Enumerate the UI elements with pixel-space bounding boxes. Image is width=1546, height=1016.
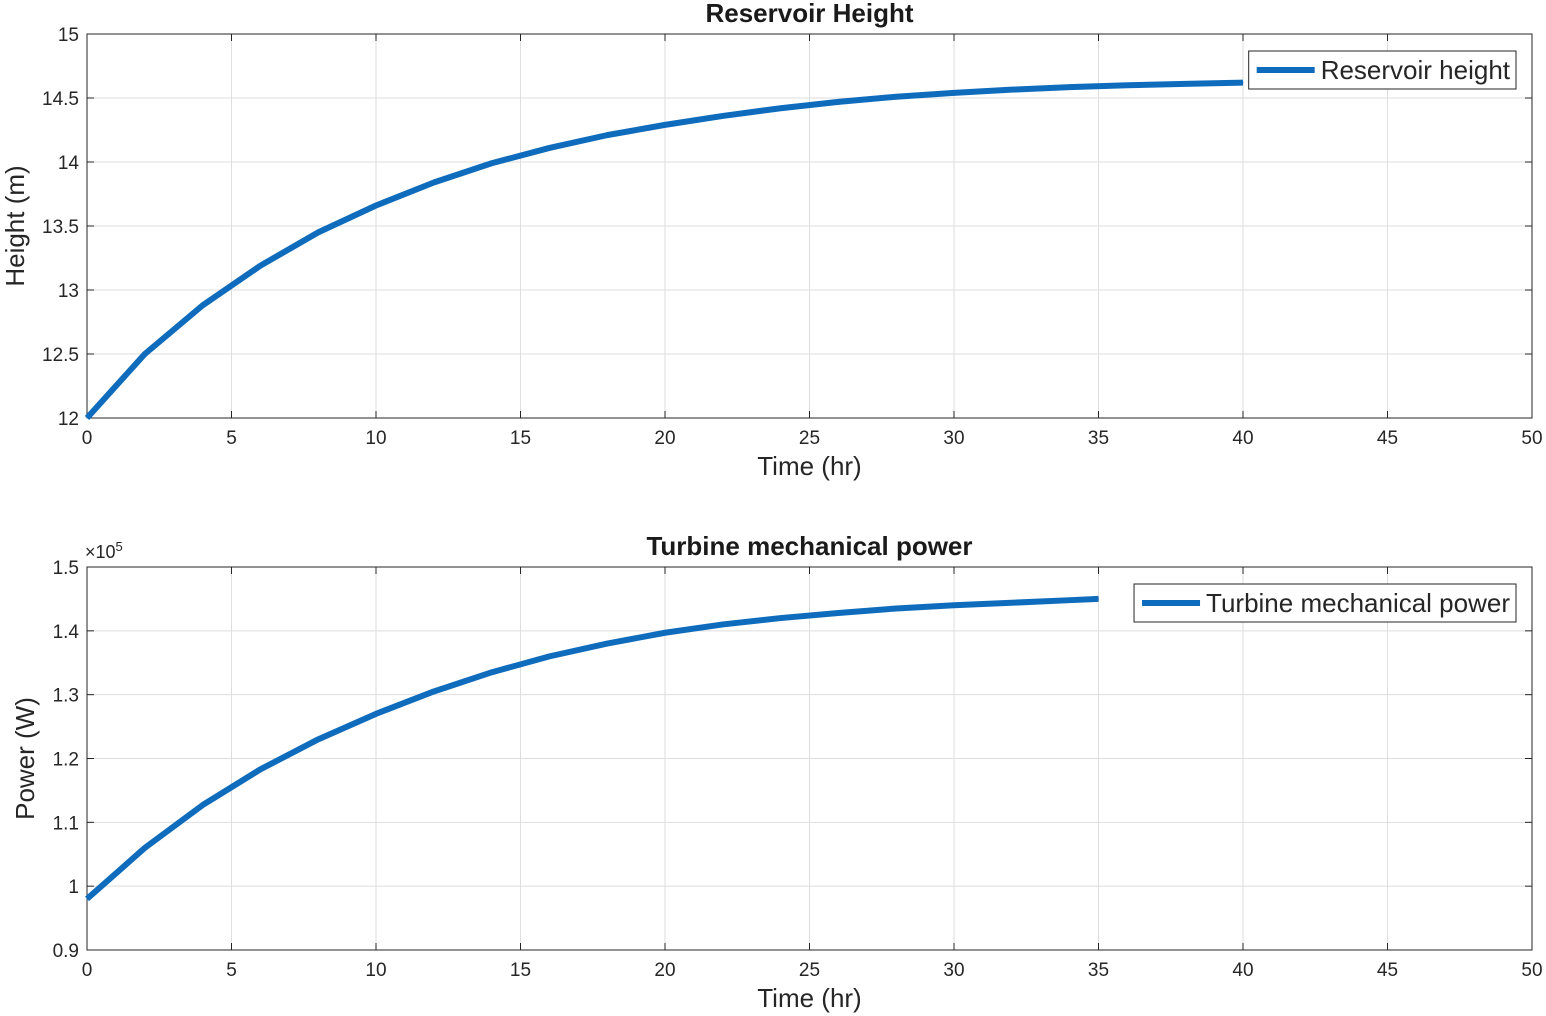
data-point bbox=[375, 205, 377, 207]
x-tick-label: 30 bbox=[943, 960, 964, 981]
data-point bbox=[491, 671, 493, 673]
reservoir-height-plot: 0 5 10 15 20 25 30 35 40 45 50 12 12.5 13 13.5 14 14.5 15… bbox=[0, 0, 1543, 481]
data-point bbox=[317, 738, 319, 740]
turbine-power-plot: 0 5 10 15 20 25 30 35 40 45 50 0.9 1 1.1 1.2 1.3 1.4 1.5 T… bbox=[10, 531, 1543, 1013]
y-tick-label: 12.5 bbox=[42, 345, 79, 366]
y-tick-label: 1.5 bbox=[53, 558, 79, 579]
data-point bbox=[86, 898, 88, 900]
data-point bbox=[144, 353, 146, 355]
x-tick-label: 50 bbox=[1521, 428, 1542, 449]
legend-label: Reservoir height bbox=[1321, 55, 1511, 85]
y-tick-label: 14.5 bbox=[42, 89, 79, 110]
data-point bbox=[548, 655, 550, 657]
x-tick-label: 35 bbox=[1088, 428, 1109, 449]
data-point bbox=[664, 124, 666, 126]
y-tick-label: 1.4 bbox=[53, 622, 80, 643]
data-point bbox=[722, 115, 724, 117]
y-tick-label: 12 bbox=[58, 409, 79, 430]
data-point bbox=[664, 632, 666, 634]
x-tick-label: 30 bbox=[943, 428, 964, 449]
y-tick-label: 1.2 bbox=[53, 750, 79, 771]
x-axis-label: Time (hr) bbox=[757, 451, 861, 481]
x-axis-label: Time (hr) bbox=[757, 983, 861, 1013]
x-tick-label: 45 bbox=[1377, 960, 1398, 981]
data-point bbox=[1184, 83, 1186, 85]
y-tick-label: 1.3 bbox=[53, 686, 79, 707]
data-point bbox=[953, 92, 955, 94]
data-point bbox=[1069, 599, 1071, 601]
x-tick-label: 0 bbox=[82, 428, 93, 449]
x-tick-label: 40 bbox=[1232, 428, 1253, 449]
y-tick-label: 13.5 bbox=[42, 217, 79, 238]
data-point bbox=[259, 265, 261, 267]
data-point bbox=[144, 847, 146, 849]
y-axis-label: Power (W) bbox=[10, 697, 40, 820]
y-tick-label: 0.9 bbox=[53, 941, 79, 962]
y-tick-label: 15 bbox=[58, 25, 79, 46]
data-point bbox=[837, 101, 839, 103]
x-tick-label: 15 bbox=[510, 428, 531, 449]
legend: Reservoir height bbox=[1248, 50, 1517, 90]
x-tick-label: 0 bbox=[82, 960, 93, 981]
axes-box bbox=[86, 566, 1533, 951]
chart-title: Turbine mechanical power bbox=[646, 531, 972, 561]
data-point bbox=[202, 804, 204, 806]
data-point bbox=[837, 612, 839, 614]
data-point bbox=[606, 134, 608, 136]
data-point bbox=[317, 231, 319, 233]
axes-box bbox=[86, 33, 1533, 419]
data-point bbox=[433, 690, 435, 692]
x-tick-label: 10 bbox=[365, 428, 386, 449]
legend-label: Turbine mechanical power bbox=[1206, 588, 1510, 618]
x-tick-label: 10 bbox=[365, 960, 386, 981]
x-tick-label: 50 bbox=[1521, 960, 1542, 981]
data-point bbox=[780, 107, 782, 109]
x-tick-label: 25 bbox=[799, 960, 820, 981]
data-point bbox=[953, 604, 955, 606]
x-tick-label: 15 bbox=[510, 960, 531, 981]
x-tick-label: 5 bbox=[226, 428, 237, 449]
y-tick-label: 1 bbox=[68, 877, 79, 898]
data-point bbox=[375, 713, 377, 715]
x-tick-label: 20 bbox=[654, 960, 675, 981]
data-point bbox=[86, 417, 88, 419]
y-tick-label: 1.1 bbox=[53, 813, 79, 834]
data-point bbox=[1069, 86, 1071, 88]
data-point bbox=[433, 181, 435, 183]
data-point bbox=[722, 623, 724, 625]
data-point bbox=[1126, 84, 1128, 86]
y-tick-label: 13 bbox=[58, 281, 79, 302]
data-point bbox=[548, 147, 550, 149]
x-tick-label: 35 bbox=[1088, 960, 1109, 981]
x-tick-label: 20 bbox=[654, 428, 675, 449]
x-tick-label: 25 bbox=[799, 428, 820, 449]
y-tick-label: 14 bbox=[58, 153, 80, 174]
data-point bbox=[491, 162, 493, 164]
data-point bbox=[1011, 89, 1013, 91]
legend: Turbine mechanical power bbox=[1133, 583, 1517, 623]
data-point bbox=[1098, 598, 1099, 600]
chart-title: Reservoir Height bbox=[705, 0, 913, 28]
data-point bbox=[895, 96, 897, 98]
data-point bbox=[202, 304, 204, 306]
data-point bbox=[259, 768, 261, 770]
data-point bbox=[1011, 602, 1013, 604]
y-axis-label: Height (m) bbox=[0, 165, 30, 286]
x-tick-label: 5 bbox=[226, 960, 237, 981]
data-point bbox=[895, 607, 897, 609]
axis-exponent-label: ×105 bbox=[85, 539, 123, 562]
x-tick-label: 45 bbox=[1377, 428, 1398, 449]
data-point bbox=[1242, 82, 1244, 84]
x-tick-label: 40 bbox=[1232, 960, 1253, 981]
data-point bbox=[606, 643, 608, 645]
data-point bbox=[780, 617, 782, 619]
